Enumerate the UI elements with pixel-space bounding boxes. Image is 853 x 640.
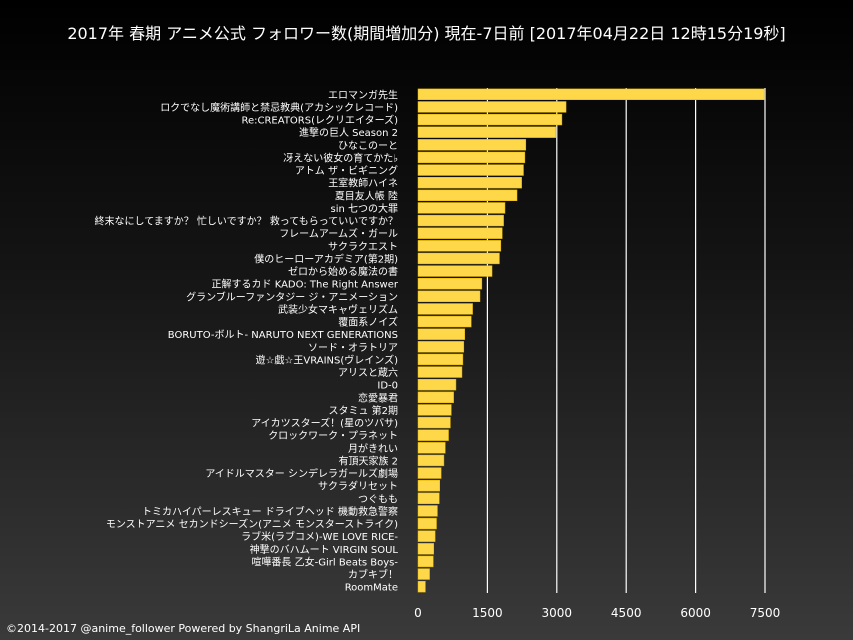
bar (417, 126, 557, 138)
category-label: 遊☆戯☆王VRAINS(ヴレインズ) (255, 353, 398, 366)
category-label: モンストアニメ セカンドシーズン(アニメ モンスターストライク) (106, 518, 398, 531)
bar (417, 543, 434, 555)
category-label: スタミュ 第2期 (328, 404, 398, 417)
bar (417, 517, 437, 530)
bar (417, 379, 457, 391)
bar (417, 252, 500, 265)
bar (417, 113, 563, 126)
category-label: トミカハイパーレスキュー ドライブヘッド 機動救急警察 (142, 505, 398, 518)
category-label: アイカツスターズ！(星のツバサ) (251, 417, 398, 430)
category-label: 王室教師ハイネ (328, 177, 398, 190)
x-tick-labels: 0 1500 3000 4500 6000 7500 (414, 606, 780, 620)
bar (417, 341, 465, 353)
bar (417, 290, 481, 302)
bar (417, 530, 436, 542)
category-label: 月がきれい (348, 442, 398, 455)
category-label: エロマンガ先生 (328, 88, 398, 101)
category-label: カブキブ！ (348, 568, 398, 581)
bar (417, 391, 454, 403)
bar (417, 151, 526, 164)
category-label: フレームアームズ・ガール (279, 227, 398, 240)
category-label: ソード・オラトリア (308, 342, 398, 354)
bar (417, 492, 440, 504)
bar (417, 164, 524, 176)
gridlines (486, 88, 766, 593)
bar (417, 265, 493, 277)
bar (417, 278, 483, 290)
bar (417, 416, 451, 429)
category-label: 進撃の巨人 Season 2 (299, 126, 398, 139)
x-tick-label: 3000 (542, 606, 573, 620)
bar (417, 88, 765, 100)
x-tick-label: 7500 (750, 606, 781, 620)
category-labels: エロマンガ先生ロクでなし魔術講師と禁忌教典(アカシックレコード)Re:CREAT… (95, 88, 399, 593)
category-label: 覆面系ノイズ (338, 316, 398, 329)
category-label: BORUTO-ボルト- NARUTO NEXT GENERATIONS (168, 329, 398, 341)
bar (417, 568, 430, 580)
bar (417, 303, 473, 315)
category-label: Re:CREATORS(レクリエイターズ) (241, 114, 398, 127)
category-label: 夏目友人帳 陸 (335, 189, 398, 202)
bar (417, 480, 440, 492)
category-label: 武装少女マキャヴェリズム (278, 303, 398, 316)
bar (417, 202, 506, 214)
bars (417, 88, 765, 593)
bar (417, 240, 502, 252)
bar (417, 214, 504, 227)
category-label: sin 七つの大罪 (330, 202, 398, 215)
category-label: サクラダリセット (318, 480, 398, 493)
x-tick-label: 4500 (611, 606, 642, 620)
bar (417, 315, 472, 328)
bar (417, 454, 445, 467)
category-label: サクラクエスト (328, 241, 398, 253)
bar (417, 189, 518, 201)
bar (417, 177, 522, 189)
bar (417, 101, 567, 113)
category-label: つぐもも (358, 493, 398, 505)
category-label: アリスと蔵六 (338, 366, 398, 379)
bar (417, 442, 446, 454)
category-label: ロクでなし魔術講師と禁忌教典(アカシックレコード) (160, 101, 398, 114)
category-label: 僕のヒーローアカデミア(第2期) (254, 252, 398, 265)
bar (417, 467, 442, 479)
bar (417, 328, 465, 340)
bar (417, 429, 449, 441)
category-label: ラブ米(ラブコメ)-WE LOVE RICE- (241, 530, 398, 543)
category-label: グランブルーファンタジー ジ・アニメーション (186, 290, 398, 303)
bar (417, 366, 463, 378)
x-tick-label: 6000 (680, 606, 711, 620)
footer-credit: ©2014-2017 @anime_follower Powered by Sh… (6, 622, 361, 635)
chart-title: 2017年 春期 アニメ公式 フォロワー数(期間増加分) 現在-7日前 [201… (67, 24, 786, 43)
bar (417, 404, 452, 416)
bar (417, 581, 426, 593)
bar (417, 139, 527, 151)
category-label: 有頂天家族 2 (338, 454, 398, 467)
category-label: アイドルマスター シンデレラガールズ劇場 (205, 467, 398, 480)
category-label: ひなこのーと (338, 140, 398, 152)
category-label: ゼロから始める魔法の書 (288, 265, 398, 278)
category-label: ID-0 (377, 381, 398, 392)
category-label: 喧嘩番長 乙女-Girl Beats Boys- (251, 555, 398, 568)
category-label: 恋愛暴君 (358, 391, 398, 404)
category-label: 終末なにしてますか？ 忙しいですか？ 救ってもらっていいですか？ (95, 215, 398, 228)
bar (417, 555, 434, 568)
category-label: RoomMate (345, 583, 398, 594)
category-label: 正解するカド KADO: The Right Answer (212, 278, 399, 291)
x-tick-label: 0 (414, 606, 422, 620)
category-label: アトム ザ・ビギニング (295, 164, 398, 177)
category-label: 冴えない彼女の育てかた♭ (283, 151, 398, 164)
bar (417, 505, 438, 517)
bar (417, 353, 464, 366)
category-label: クロックワーク・プラネット (268, 430, 398, 442)
category-label: 神撃のバハムート VIRGIN SOUL (250, 543, 399, 556)
bar (417, 227, 503, 239)
x-tick-label: 1500 (472, 606, 503, 620)
